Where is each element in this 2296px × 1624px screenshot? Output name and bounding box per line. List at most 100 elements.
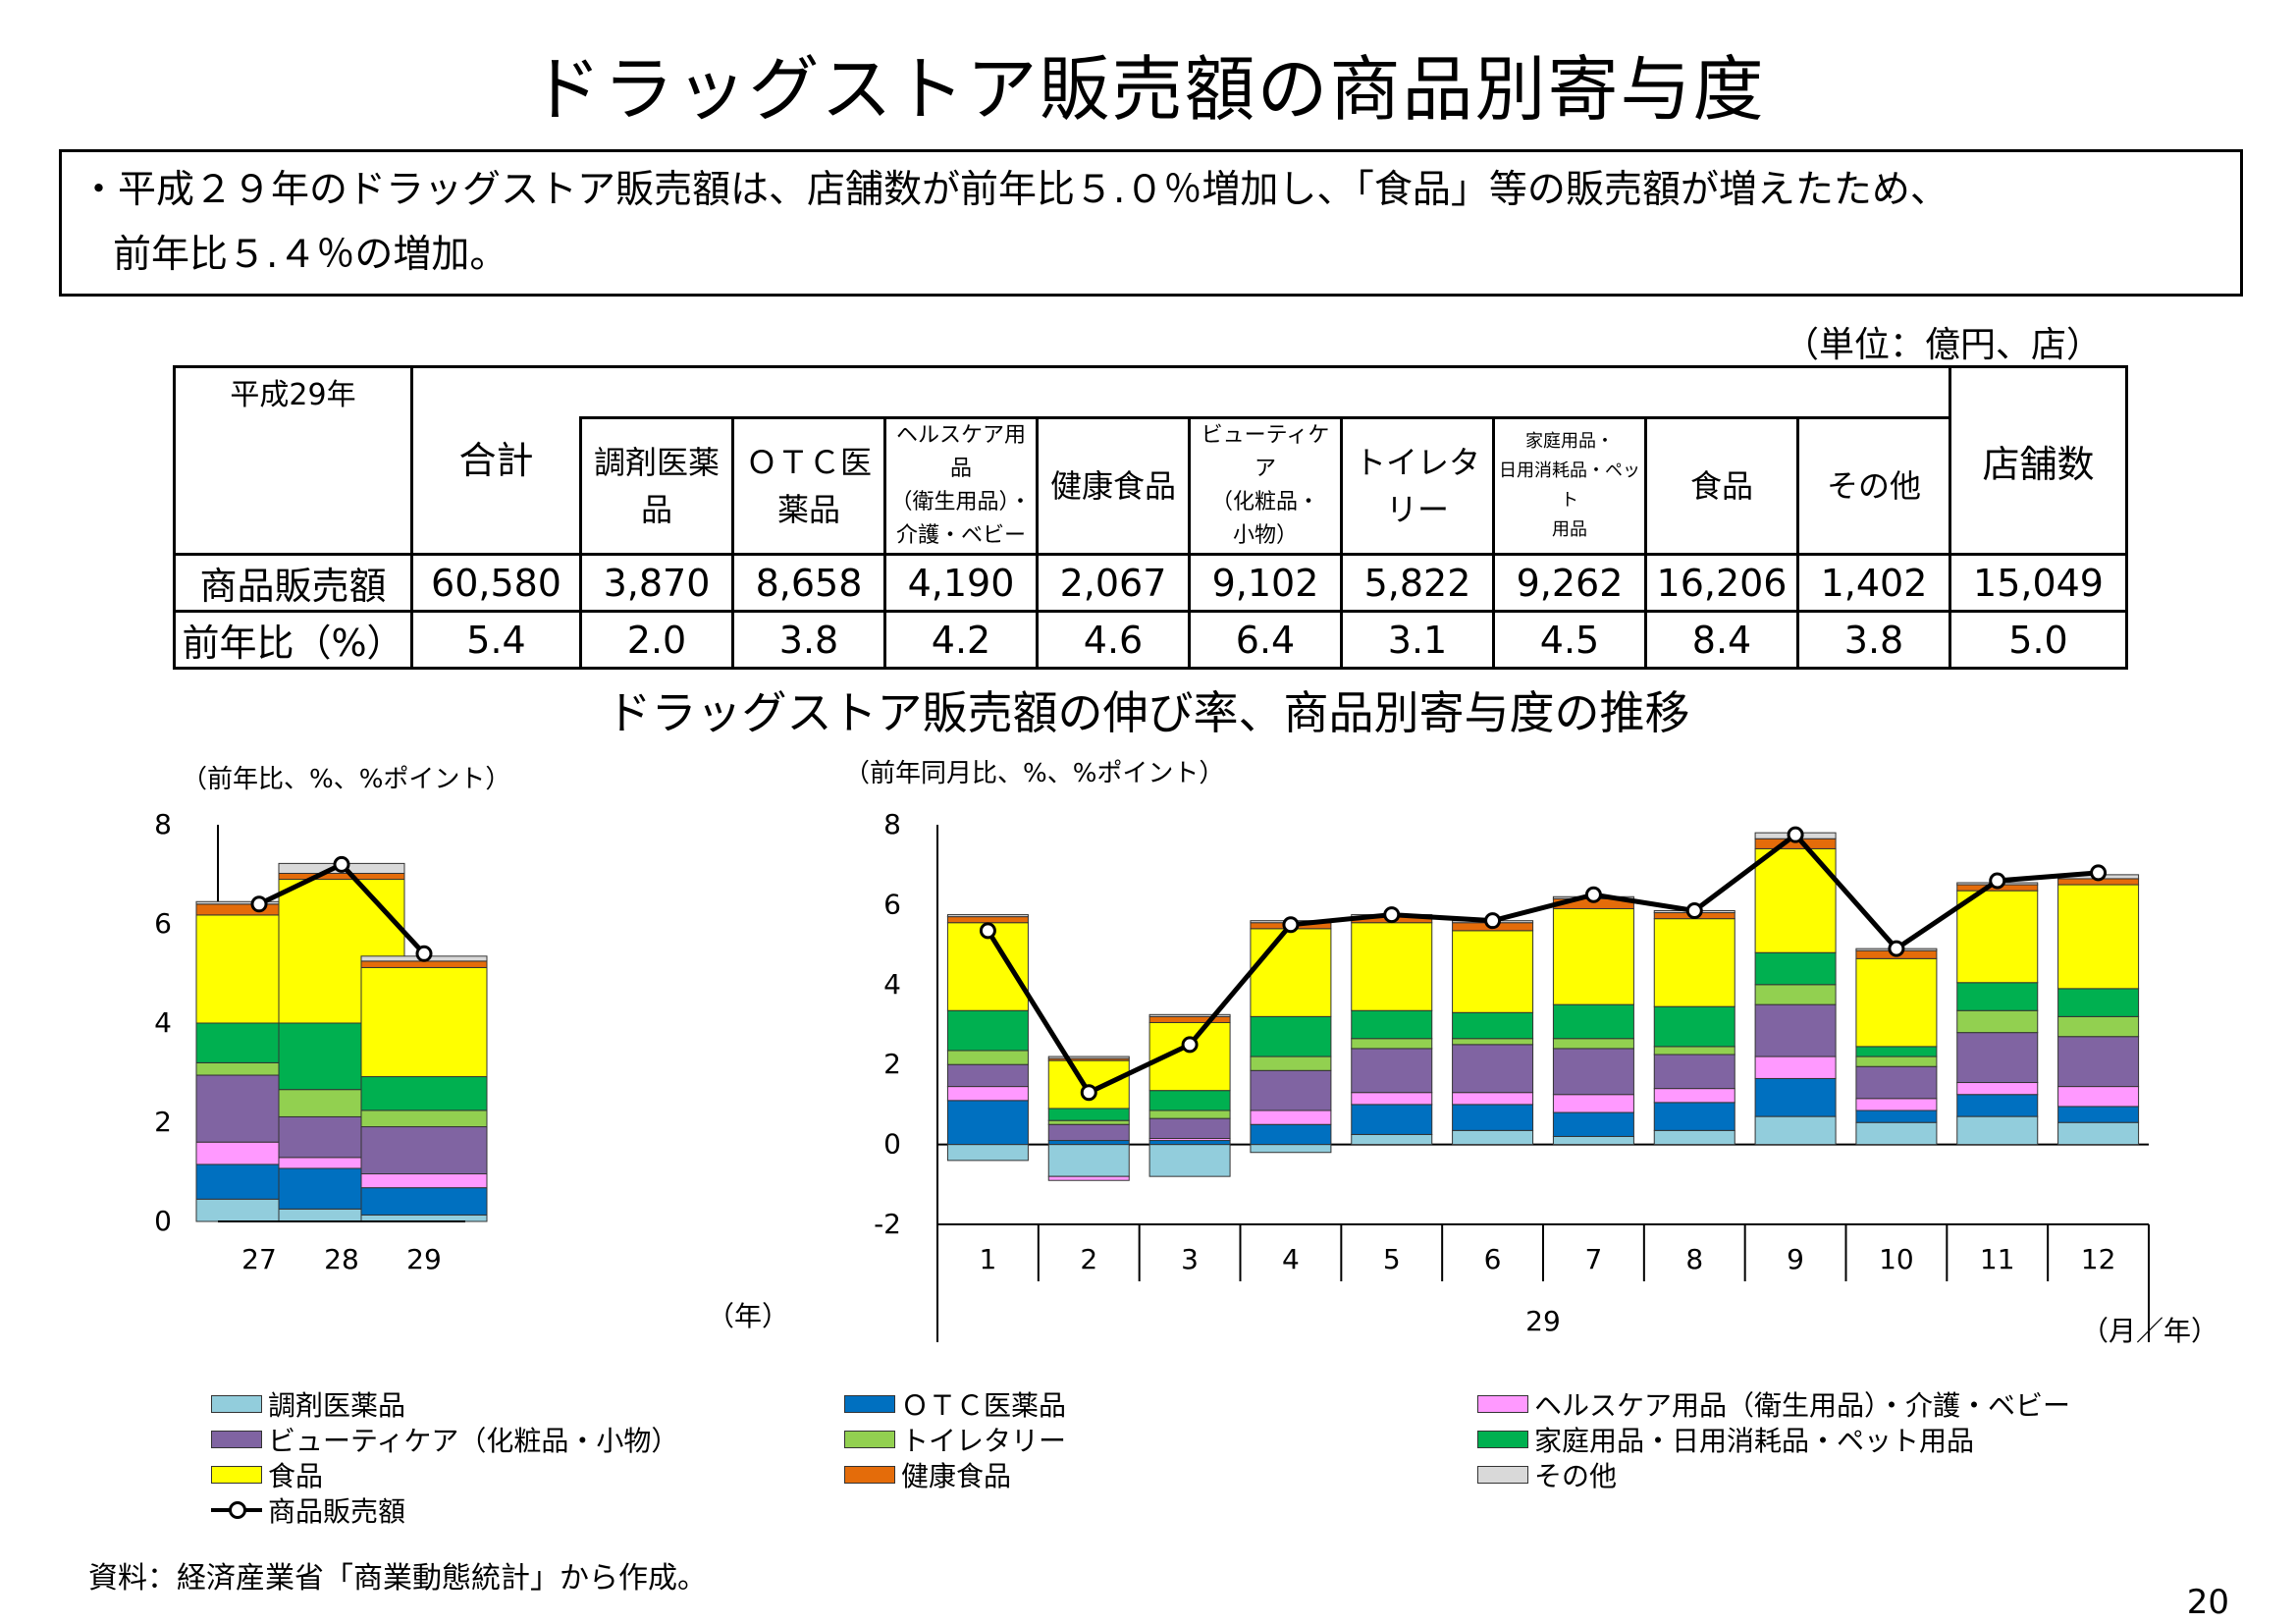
bar-segment — [1452, 1104, 1534, 1131]
legend-label: ヘルスケア用品（衛生用品）・介護・ベビー — [1534, 1389, 2071, 1422]
y-tick-label: 2 — [883, 1048, 901, 1080]
table-header: その他 — [1796, 416, 1951, 556]
page-title: ドラッグストア販売額の商品別寄与度 — [530, 48, 1766, 131]
bar-segment — [946, 1086, 1029, 1102]
legend-item: 食品 — [211, 1455, 323, 1494]
x-tick-label: 5 — [1383, 1243, 1401, 1275]
bar-segment — [946, 1100, 1029, 1146]
bar-segment — [1148, 1090, 1231, 1111]
chart-unit-label: （前年比、%、%ポイント） — [182, 765, 510, 794]
x-tick-label: 29 — [406, 1243, 442, 1275]
bar-segment — [2057, 1121, 2140, 1146]
y-tick-label: 8 — [883, 808, 901, 840]
table-cell: 5,822 — [1340, 553, 1495, 613]
table-cell: 4,190 — [883, 553, 1039, 613]
bar-segment — [1855, 1121, 1938, 1146]
bar-segment — [1754, 1115, 1837, 1146]
bar-segment — [1754, 1056, 1837, 1079]
bar-segment — [1452, 1011, 1534, 1040]
source-note: 資料：経済産業省「商業動態統計」から作成。 — [88, 1561, 707, 1596]
legend-label: 健康食品 — [901, 1460, 1012, 1492]
bar-segment — [1250, 1069, 1332, 1111]
bar-segment — [1047, 1140, 1130, 1146]
bar-segment — [2057, 988, 2140, 1017]
y-tick-label: 4 — [883, 968, 901, 1001]
table-cell: 60,580 — [410, 553, 582, 613]
bar-segment — [278, 872, 405, 881]
bar-segment — [2057, 1086, 2140, 1108]
header-line: （化粧品・ — [1210, 490, 1319, 514]
legend-item: ビューティケア（化粧品・小物） — [211, 1420, 678, 1459]
table-cell: 3.8 — [731, 610, 886, 670]
bar-segment — [1351, 1133, 1433, 1146]
table-header-stores: 店舗数 — [1949, 365, 2128, 556]
bar-segment — [2057, 1015, 2140, 1038]
table-cell: 1,402 — [1796, 553, 1951, 613]
row-label: 商品販売額 — [173, 553, 413, 613]
bar-segment — [1653, 1046, 1735, 1056]
bar-segment — [1148, 1140, 1231, 1146]
x-tick-label: 3 — [1181, 1243, 1199, 1275]
bar-segment — [1148, 1117, 1231, 1139]
row-label: 前年比（%） — [173, 610, 413, 670]
table-cell: 5.0 — [1949, 610, 2128, 670]
table-cell: 6.4 — [1188, 610, 1343, 670]
bar-segment — [946, 1009, 1029, 1052]
legend-label: 家庭用品・日用消耗品・ペット用品 — [1534, 1425, 1975, 1457]
legend-swatch — [211, 1466, 262, 1484]
bar-segment — [1653, 1088, 1735, 1104]
table-cell: 2,067 — [1036, 553, 1191, 613]
bar-segment — [1452, 1038, 1534, 1046]
sales-point — [1888, 940, 1905, 957]
x-tick-label: 10 — [1879, 1243, 1914, 1275]
bar-segment — [1148, 1013, 1231, 1017]
bar-segment — [1552, 1038, 1634, 1050]
bar-segment — [360, 1173, 488, 1189]
y-tick-label: -2 — [874, 1208, 901, 1240]
sales-line — [986, 831, 2099, 1096]
legend-item: トイレタリー — [844, 1420, 1066, 1459]
legend-swatch — [211, 1431, 262, 1448]
bar-segment — [946, 916, 1029, 924]
table-cell: 16,206 — [1644, 553, 1799, 613]
bar-segment — [1250, 1056, 1332, 1071]
bar-segment — [1452, 930, 1534, 1013]
bar-segment — [1351, 1009, 1433, 1040]
bar-segment — [1148, 1110, 1231, 1119]
table-header: 家庭用品・ 日用消耗品・ペット 用品 — [1492, 416, 1647, 556]
legend-item: ＯＴＣ医薬品 — [844, 1384, 1066, 1424]
bar-segment — [1754, 951, 1837, 986]
bar-segment — [1653, 1054, 1735, 1090]
header-line: 調剤医薬 — [593, 444, 720, 481]
bar-segment — [1956, 1009, 2039, 1034]
legend-label: ＯＴＣ医薬品 — [901, 1389, 1067, 1422]
bar-segment — [1250, 928, 1332, 1017]
sales-point — [333, 855, 350, 873]
bar-segment — [1047, 1144, 1130, 1177]
header-line: ビューティケア — [1201, 423, 1330, 481]
unit-note: （単位：億円、店） — [1783, 325, 2102, 365]
bar-segment — [1250, 1123, 1332, 1146]
x-tick-label: 1 — [980, 1243, 997, 1275]
legend-item: 家庭用品・日用消耗品・ペット用品 — [1477, 1420, 1974, 1459]
x-tick-label: 2 — [1080, 1243, 1097, 1275]
bar-segment — [1653, 918, 1735, 1007]
page-number: 20 — [2186, 1583, 2229, 1622]
x-axis-label: （月／年） — [2081, 1315, 2218, 1347]
table-cell: 4.6 — [1036, 610, 1191, 670]
bar-segment — [946, 1144, 1029, 1162]
bar-segment — [1956, 1115, 2039, 1146]
table-cell: 3,870 — [579, 553, 734, 613]
sales-point — [2090, 864, 2108, 882]
x-tick-label: 11 — [1980, 1243, 2015, 1275]
table-cell: 4.2 — [883, 610, 1039, 670]
y-tick-label: 6 — [154, 907, 172, 940]
bar-segment — [1855, 1110, 1938, 1123]
bar-segment — [1047, 1123, 1130, 1142]
bar-segment — [1956, 982, 2039, 1011]
header-line: 日用消耗品・ペット — [1499, 460, 1640, 511]
table-header: ビューティケア （化粧品・ 小物） — [1188, 416, 1343, 556]
chart-subtitle: ドラッグストア販売額の伸び率、商品別寄与度の推移 — [606, 686, 1690, 739]
